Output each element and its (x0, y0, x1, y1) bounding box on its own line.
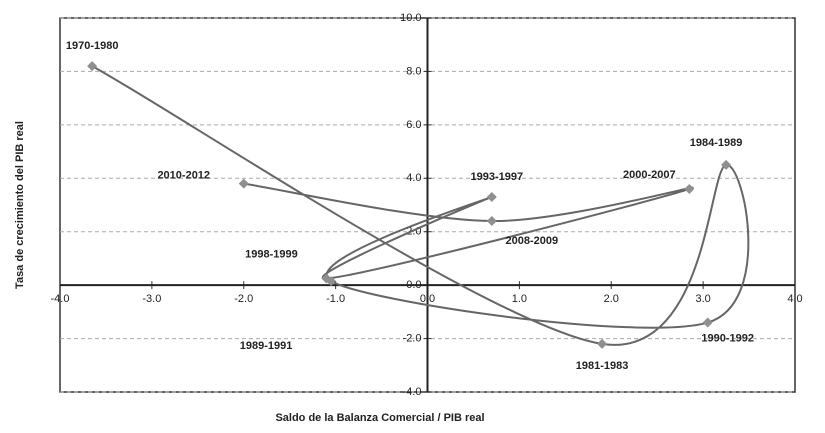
x-axis-label: Saldo de la Balanza Comercial / PIB real (275, 412, 484, 424)
y-tick-label: 4.0 (406, 172, 421, 184)
point-label: 1993-1997 (471, 171, 524, 183)
point-label: 2010-2012 (157, 170, 210, 182)
y-tick-label: 6.0 (406, 119, 421, 131)
x-tick-label: 3.0 (695, 293, 710, 305)
x-tick-label: -3.0 (142, 293, 161, 305)
point-label: 1989-1991 (240, 340, 293, 352)
point-label: 1984-1989 (690, 137, 743, 149)
point-label: 1998-1999 (245, 248, 298, 260)
y-tick-label: -4.0 (403, 386, 422, 398)
x-tick-label: -2.0 (234, 293, 253, 305)
point (486, 216, 497, 227)
point (684, 183, 695, 194)
point (597, 338, 608, 349)
point (87, 61, 98, 72)
point (321, 273, 332, 284)
x-tick-label: 4.0 (787, 293, 802, 305)
y-tick-label: 8.0 (406, 65, 421, 77)
point (702, 317, 713, 328)
connecting-line (91, 65, 750, 346)
y-tick-label: 10.0 (400, 12, 421, 24)
point-label: 1970-1980 (66, 40, 119, 52)
point-label: 2008-2009 (506, 235, 559, 247)
point-label: 2000-2007 (623, 169, 676, 181)
x-tick-label: -1.0 (326, 293, 345, 305)
x-tick-label: 2.0 (604, 293, 619, 305)
y-axis-label: Tasa de crecimiento del PIB real (14, 121, 26, 289)
point (721, 159, 732, 170)
point (238, 178, 249, 189)
point (486, 191, 497, 202)
x-tick-label: -4.0 (51, 293, 70, 305)
point-label: 1990-1992 (701, 332, 754, 344)
point-label: 1981-1983 (576, 360, 629, 372)
y-tick-label: -2.0 (403, 332, 422, 344)
x-tick-label: 1.0 (512, 293, 527, 305)
